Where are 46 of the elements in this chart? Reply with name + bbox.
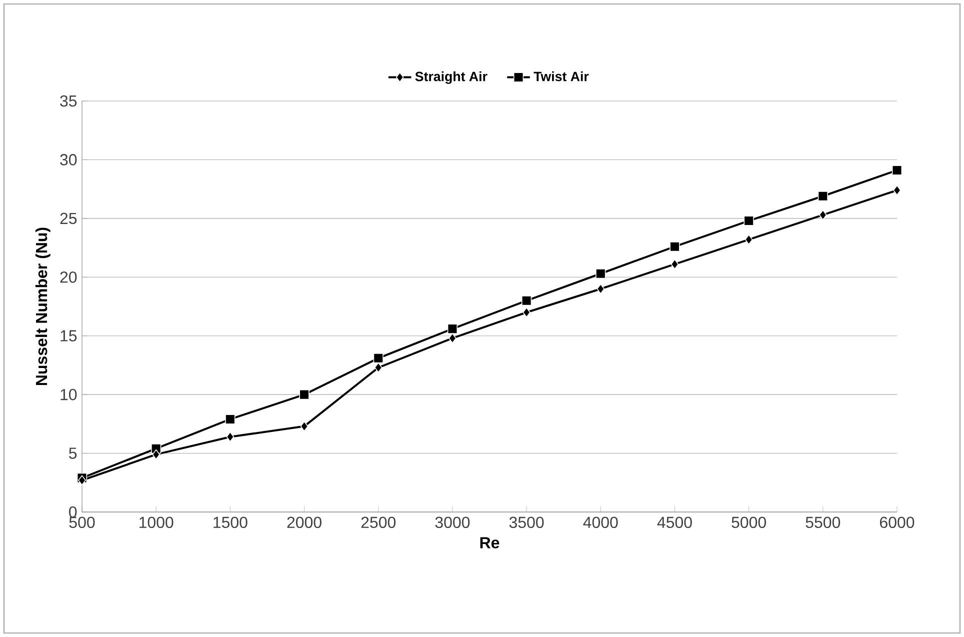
point: [819, 210, 827, 220]
legend-label: Twist Air: [534, 71, 589, 82]
legend-label: Straight Air: [415, 71, 488, 84]
x-tick-label: 2000: [287, 516, 322, 528]
point: [818, 191, 828, 202]
point: [225, 414, 236, 424]
point: [373, 353, 384, 364]
point: [744, 216, 754, 226]
x-tick-label: 2500: [361, 516, 396, 528]
point: [299, 390, 310, 400]
point: [522, 307, 530, 318]
y-tick-label: 35: [60, 95, 77, 107]
point: [670, 259, 679, 270]
y-tick-label: 10: [60, 388, 77, 400]
x-tick-label: 5000: [732, 516, 766, 528]
point: [596, 284, 605, 294]
x-tick-label: 3000: [435, 516, 470, 528]
point: [152, 449, 160, 460]
x-tick-label: 5500: [806, 516, 840, 528]
x-tick-label: 4500: [657, 516, 692, 528]
x-tick-label: 3500: [509, 516, 544, 528]
y-tick-label: 30: [60, 154, 77, 166]
point: [78, 475, 86, 486]
point: [893, 185, 901, 196]
y-axis-title: Nusselt Number (Nu): [35, 228, 50, 385]
x-axis-title: Re: [480, 537, 500, 548]
y-tick-label: 15: [60, 330, 77, 342]
point: [300, 421, 308, 432]
point: [670, 242, 680, 252]
x-tick-label: 6000: [880, 516, 914, 528]
x-tick-label: 4000: [583, 516, 618, 528]
x-tick-label: 1000: [140, 516, 174, 528]
point: [892, 165, 902, 176]
point: [447, 324, 458, 334]
x-tick-label: 500: [69, 516, 95, 528]
y-tick-label: 25: [60, 212, 77, 224]
point: [596, 268, 606, 279]
point: [744, 234, 753, 245]
point: [448, 333, 456, 344]
x-tick-label: 1500: [214, 516, 248, 528]
point: [521, 296, 532, 306]
point: [226, 432, 234, 442]
y-tick-label: 0: [69, 506, 77, 518]
y-tick-label: 20: [60, 271, 77, 283]
y-tick-label: 5: [69, 448, 77, 459]
point: [374, 362, 382, 373]
